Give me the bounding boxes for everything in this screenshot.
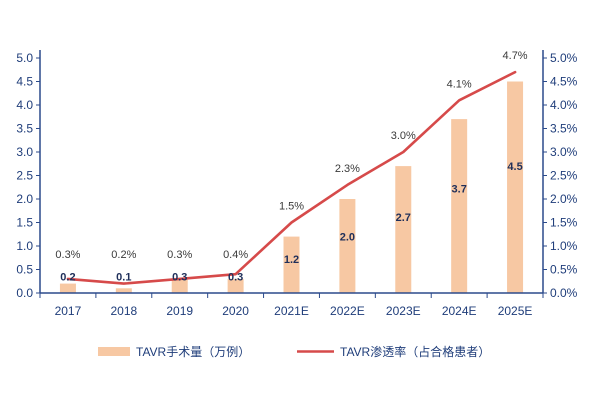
left-tick-label: 4.5 (16, 75, 33, 89)
line-value-label: 0.3% (167, 249, 192, 261)
legend-bar-swatch (98, 347, 130, 356)
line-value-label: 1.5% (279, 201, 304, 213)
left-tick-label: 1.0 (16, 239, 33, 253)
right-tick-label: 0.5% (550, 263, 578, 277)
bar-2020 (227, 278, 244, 293)
penetration-line (66, 70, 517, 285)
bar-value-label: 2.7 (396, 212, 411, 224)
bar-value-label: 4.5 (507, 161, 522, 173)
bar-value-label: 1.2 (284, 254, 299, 266)
bar-value-label: 0.3 (228, 272, 243, 284)
left-tick-label: 2.0 (16, 192, 33, 206)
right-tick-label: 3.0% (550, 145, 578, 159)
line-value-label: 4.1% (447, 78, 472, 90)
bar-value-label: 3.7 (452, 184, 467, 196)
bar-2018 (115, 288, 132, 293)
right-tick-label: 2.0% (550, 192, 578, 206)
legend: TAVR手术量（万例） TAVR渗透率（占合格患者） (98, 344, 490, 359)
line-value-label: 0.3% (55, 249, 80, 261)
x-tick-label: 2017 (55, 304, 82, 318)
bar-2025E (507, 81, 524, 293)
right-tick-label: 1.0% (550, 239, 578, 253)
x-tick-label: 2021E (274, 304, 309, 318)
left-tick-label: 0.5 (16, 263, 33, 277)
bar-2024E (451, 119, 468, 293)
x-tick-label: 2019 (166, 304, 193, 318)
legend-line-label: TAVR渗透率（占合格患者） (340, 344, 490, 359)
bar-2021E (283, 236, 300, 293)
left-tick-label: 0.0 (16, 286, 33, 300)
x-tick-label: 2023E (386, 304, 421, 318)
left-tick-label: 5.0 (16, 51, 33, 65)
line-value-label: 2.3% (335, 163, 360, 175)
bar-2017 (59, 283, 76, 293)
left-tick-label: 3.5 (16, 122, 33, 136)
axes-group: 0.0 0.5 1.0 1.5 2.0 2.5 3.0 3.5 4.0 4.5 5.0 0.0% 0.5… (16, 50, 578, 318)
line-value-label: 3.0% (391, 130, 416, 142)
bar-2023E (395, 166, 412, 293)
bar-value-label: 2.0 (340, 232, 355, 244)
right-tick-label: 1.5% (550, 216, 578, 230)
left-tick-label: 1.5 (16, 216, 33, 230)
left-tick-label: 2.5 (16, 169, 33, 183)
bar-value-label: 0.3 (172, 272, 187, 284)
left-tick-label: 4.0 (16, 98, 33, 112)
left-tick-label: 3.0 (16, 145, 33, 159)
bar-series-group (59, 81, 524, 293)
x-tick-label: 2022E (330, 304, 365, 318)
bar-2019 (171, 278, 188, 293)
right-tick-label: 0.0% (550, 286, 578, 300)
bar-value-label: 0.2 (60, 272, 75, 284)
x-tick-label: 2025E (498, 304, 533, 318)
line-value-label: 4.7% (503, 50, 528, 62)
line-series-group (66, 70, 517, 285)
bar-value-label: 0.1 (116, 272, 131, 284)
right-tick-label: 4.0% (550, 98, 578, 112)
right-tick-label: 3.5% (550, 122, 578, 136)
labels-group: 0.2 0.1 0.3 0.3 1.2 2.0 2.7 3.7 4.5 0.3% 0.2% 0.3% 0… (55, 50, 527, 283)
right-tick-label: 4.5% (550, 75, 578, 89)
x-tick-label: 2020 (222, 304, 249, 318)
right-tick-label: 5.0% (550, 51, 578, 65)
line-value-label: 0.4% (223, 249, 248, 261)
bar-2022E (339, 199, 356, 293)
x-tick-label: 2024E (442, 304, 477, 318)
line-value-label: 0.2% (111, 249, 136, 261)
right-tick-label: 2.5% (550, 169, 578, 183)
x-tick-label: 2018 (110, 304, 137, 318)
legend-bar-label: TAVR手术量（万例） (136, 345, 250, 359)
